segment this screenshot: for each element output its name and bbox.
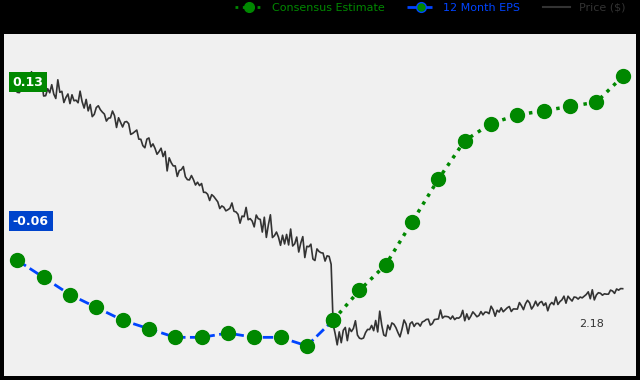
Text: 2.18: 2.18 — [579, 318, 604, 329]
Text: 0.13: 0.13 — [13, 76, 44, 89]
Text: -0.06: -0.06 — [13, 215, 49, 228]
Legend: Consensus Estimate, 12 Month EPS, Price ($): Consensus Estimate, 12 Month EPS, Price … — [230, 0, 630, 17]
